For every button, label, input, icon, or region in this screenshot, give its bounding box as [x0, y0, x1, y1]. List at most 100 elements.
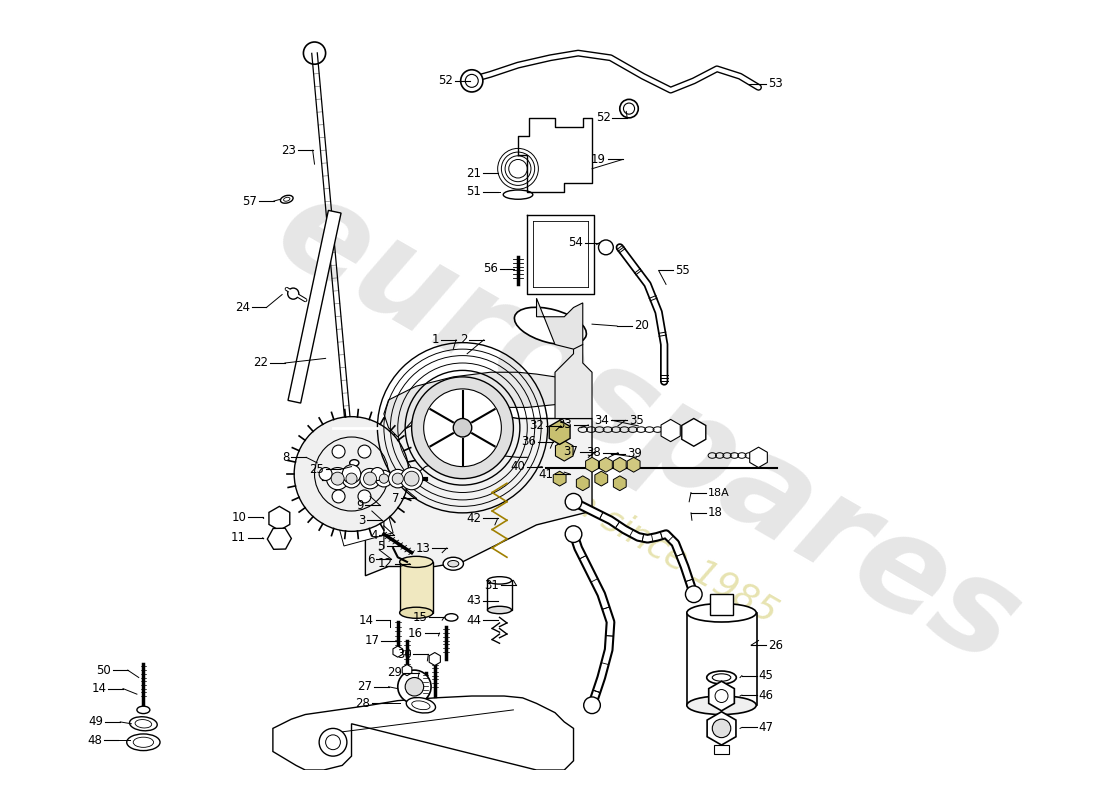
- Circle shape: [411, 377, 514, 478]
- Text: 50: 50: [97, 664, 111, 677]
- Text: 23: 23: [282, 144, 296, 157]
- Circle shape: [346, 473, 358, 484]
- Circle shape: [388, 470, 407, 488]
- Circle shape: [342, 465, 361, 483]
- Text: a passion since 1985: a passion since 1985: [438, 410, 783, 630]
- Text: 14: 14: [91, 682, 107, 695]
- Circle shape: [685, 586, 702, 602]
- Text: 2: 2: [460, 334, 467, 346]
- Circle shape: [713, 719, 730, 738]
- Bar: [329, 474, 393, 546]
- Ellipse shape: [686, 696, 756, 714]
- Text: 34: 34: [594, 414, 608, 427]
- Circle shape: [584, 697, 601, 714]
- Text: 25: 25: [309, 463, 323, 476]
- Text: 53: 53: [768, 77, 782, 90]
- Circle shape: [375, 470, 393, 487]
- Text: 8: 8: [283, 451, 289, 464]
- Text: 36: 36: [521, 435, 537, 448]
- Circle shape: [404, 471, 419, 486]
- Text: 20: 20: [634, 319, 649, 333]
- Ellipse shape: [284, 198, 290, 202]
- Text: 3: 3: [358, 514, 365, 526]
- Circle shape: [294, 417, 409, 531]
- Circle shape: [358, 445, 371, 458]
- Circle shape: [398, 670, 431, 703]
- Text: 32: 32: [529, 419, 543, 433]
- Text: 35: 35: [629, 414, 644, 427]
- Circle shape: [565, 494, 582, 510]
- Polygon shape: [537, 298, 583, 349]
- Text: 28: 28: [355, 697, 370, 710]
- Text: 22: 22: [253, 357, 268, 370]
- Text: 26: 26: [768, 638, 783, 652]
- Text: 4: 4: [370, 529, 377, 542]
- Circle shape: [400, 467, 422, 490]
- Ellipse shape: [136, 706, 150, 714]
- Text: 41: 41: [538, 467, 553, 481]
- Ellipse shape: [448, 561, 459, 567]
- Polygon shape: [384, 372, 569, 437]
- Polygon shape: [273, 696, 573, 770]
- Text: 42: 42: [466, 512, 481, 525]
- Text: 5: 5: [377, 540, 385, 553]
- Polygon shape: [361, 414, 592, 576]
- Ellipse shape: [444, 614, 458, 621]
- Text: 7: 7: [392, 491, 399, 505]
- Circle shape: [319, 467, 332, 481]
- Text: 18A: 18A: [707, 487, 729, 498]
- Text: 17: 17: [364, 634, 380, 647]
- Text: 52: 52: [596, 111, 611, 124]
- Circle shape: [405, 678, 424, 696]
- Text: 9: 9: [356, 499, 363, 512]
- Text: 1: 1: [432, 334, 439, 346]
- Ellipse shape: [487, 606, 512, 614]
- Text: 38: 38: [586, 446, 602, 459]
- Circle shape: [371, 467, 384, 481]
- Text: 47: 47: [759, 721, 773, 734]
- Circle shape: [363, 472, 376, 485]
- Ellipse shape: [130, 717, 157, 730]
- Circle shape: [461, 70, 483, 92]
- Ellipse shape: [686, 603, 756, 622]
- Circle shape: [332, 445, 345, 458]
- Text: eurospares: eurospares: [254, 164, 1041, 691]
- Circle shape: [327, 467, 349, 490]
- Text: 6: 6: [367, 553, 375, 566]
- Bar: [288, 210, 341, 403]
- Circle shape: [360, 469, 381, 489]
- Circle shape: [379, 474, 388, 483]
- Text: 13: 13: [416, 542, 430, 554]
- Text: 44: 44: [466, 614, 481, 626]
- Text: 40: 40: [510, 460, 526, 473]
- Text: 33: 33: [557, 418, 572, 431]
- Text: 52: 52: [439, 74, 453, 87]
- Circle shape: [424, 389, 502, 466]
- Circle shape: [565, 526, 582, 542]
- Circle shape: [598, 240, 614, 254]
- Text: 19: 19: [591, 153, 606, 166]
- Text: 55: 55: [675, 264, 690, 277]
- Ellipse shape: [350, 460, 359, 466]
- Text: 48: 48: [87, 734, 102, 747]
- Text: 12: 12: [378, 558, 393, 570]
- Polygon shape: [556, 340, 592, 418]
- Text: 43: 43: [466, 594, 481, 607]
- Text: 29: 29: [387, 666, 403, 679]
- Text: 57: 57: [242, 194, 257, 208]
- Text: 51: 51: [466, 186, 481, 198]
- Text: 30: 30: [397, 648, 411, 661]
- Text: 24: 24: [234, 301, 250, 314]
- Ellipse shape: [406, 698, 436, 713]
- Text: 15: 15: [412, 611, 428, 624]
- Text: 54: 54: [568, 236, 583, 250]
- Circle shape: [319, 728, 346, 756]
- Text: 45: 45: [759, 669, 773, 682]
- Bar: [714, 745, 729, 754]
- Text: 31: 31: [485, 578, 499, 591]
- Circle shape: [358, 490, 371, 503]
- Text: 10: 10: [231, 511, 246, 524]
- Ellipse shape: [399, 556, 433, 567]
- Text: 18: 18: [707, 506, 723, 519]
- Text: 16: 16: [408, 626, 422, 640]
